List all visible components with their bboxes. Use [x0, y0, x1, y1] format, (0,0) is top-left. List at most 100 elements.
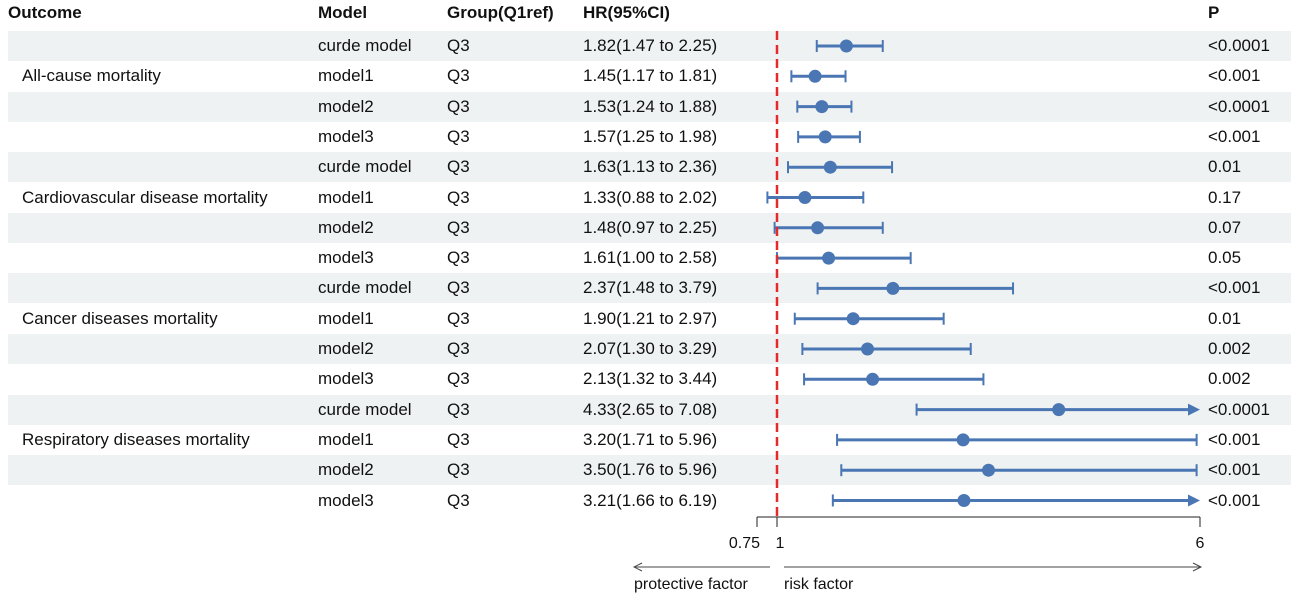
hr-point [956, 433, 970, 447]
hr-point [886, 281, 900, 295]
p-value: <0.001 [1208, 278, 1261, 298]
table-row [8, 212, 1291, 243]
risk-factor-label: risk factor [784, 576, 854, 593]
group-label: Q3 [447, 217, 470, 237]
group-label: Q3 [447, 96, 470, 116]
p-value: <0.0001 [1208, 36, 1270, 55]
p-value: <0.0001 [1208, 399, 1270, 419]
table-row [8, 334, 1291, 364]
group-label: Q3 [447, 339, 470, 358]
model-label: curde model [318, 399, 412, 419]
group-label: Q3 [447, 460, 470, 480]
model-label: model1 [318, 429, 374, 449]
model-label: curde model [318, 157, 412, 177]
hr-point [861, 342, 875, 356]
header-hr: HR(95%CI) [583, 3, 670, 22]
model-label: model3 [318, 126, 374, 146]
group-label: Q3 [447, 187, 470, 207]
group-label: Q3 [447, 399, 470, 419]
hr-ci-label: 2.13(1.32 to 3.44) [583, 369, 718, 389]
hr-point [846, 312, 860, 326]
model-label: model3 [318, 369, 374, 389]
ci-arrow [1188, 403, 1200, 416]
group-label: Q3 [447, 66, 470, 86]
hr-ci-label: 1.63(1.13 to 2.36) [583, 157, 718, 177]
model-label: model2 [318, 217, 374, 237]
hr-point [982, 463, 995, 477]
p-value: <0.001 [1208, 66, 1261, 86]
risk-arrowhead [1192, 562, 1203, 572]
ci-arrow [1188, 494, 1200, 507]
table-row [8, 152, 1291, 183]
hr-ci-label: 1.57(1.25 to 1.98) [583, 126, 718, 146]
hr-point [839, 39, 853, 53]
group-label: Q3 [447, 157, 470, 177]
p-value: 0.01 [1208, 308, 1242, 328]
protective-arrowhead [632, 562, 643, 572]
hr-point [815, 100, 829, 114]
hr-ci-label: 3.20(1.71 to 5.96) [583, 429, 718, 449]
hr-ci-label: 3.21(1.66 to 6.19) [583, 490, 718, 510]
outcome-label: Respiratory diseases mortality [22, 429, 250, 449]
hr-point [822, 251, 836, 265]
model-label: model1 [318, 66, 374, 86]
hr-point [957, 494, 971, 507]
model-label: model2 [318, 96, 374, 116]
p-value: <0.001 [1208, 126, 1261, 146]
outcome-label: All-cause mortality [22, 66, 161, 86]
header-p: P [1208, 3, 1220, 22]
model-label: curde model [318, 278, 412, 298]
hr-ci-label: 1.48(0.97 to 2.25) [583, 217, 718, 237]
x-tick-label: 0.75 [729, 535, 760, 552]
hr-point [1052, 403, 1066, 417]
hr-point [798, 191, 812, 204]
hr-ci-label: 4.33(2.65 to 7.08) [583, 399, 718, 419]
hr-ci-label: 3.50(1.76 to 5.96) [583, 460, 718, 480]
outcome-label: Cardiovascular disease mortality [22, 187, 268, 207]
protective-factor-label: protective factor [634, 576, 749, 593]
p-value: 0.05 [1208, 248, 1242, 268]
header-outcome: Outcome [8, 3, 82, 22]
p-value: 0.002 [1208, 369, 1251, 389]
hr-ci-label: 1.82(1.47 to 2.25) [583, 36, 718, 55]
outcome-label: Cancer diseases mortality [22, 308, 218, 328]
hr-point [866, 372, 880, 386]
p-value: 0.07 [1208, 217, 1242, 237]
header-model: Model [318, 3, 368, 22]
group-label: Q3 [447, 490, 470, 510]
hr-point [811, 221, 825, 235]
hr-ci-label: 1.90(1.21 to 2.97) [583, 308, 718, 328]
model-label: model3 [318, 490, 374, 510]
model-label: model1 [318, 308, 374, 328]
header-group: Group(Q1ref) [447, 3, 554, 22]
group-label: Q3 [447, 248, 470, 268]
hr-ci-label: 1.61(1.00 to 2.58) [583, 248, 718, 268]
hr-ci-label: 2.07(1.30 to 3.29) [583, 339, 718, 358]
group-label: Q3 [447, 369, 470, 389]
p-value: 0.002 [1208, 339, 1251, 358]
p-value: <0.001 [1208, 429, 1261, 449]
model-label: model3 [318, 248, 374, 268]
p-value: <0.0001 [1208, 96, 1270, 116]
table-row [8, 273, 1291, 304]
model-label: curde model [318, 36, 412, 55]
hr-point [823, 160, 837, 174]
hr-ci-label: 1.53(1.24 to 1.88) [583, 96, 718, 116]
model-label: model1 [318, 187, 374, 207]
x-tick-label: 1 [776, 535, 785, 552]
model-label: model2 [318, 460, 374, 480]
group-label: Q3 [447, 308, 470, 328]
p-value: 0.17 [1208, 187, 1242, 207]
model-label: model2 [318, 339, 374, 358]
hr-point [808, 69, 822, 83]
p-value: 0.01 [1208, 157, 1242, 177]
hr-ci-label: 2.37(1.48 to 3.79) [583, 278, 718, 298]
group-label: Q3 [447, 278, 470, 298]
hr-point [818, 130, 832, 144]
hr-ci-label: 1.33(0.88 to 2.02) [583, 187, 718, 207]
x-tick-label: 6 [1196, 535, 1205, 552]
table-row [8, 91, 1291, 122]
group-label: Q3 [447, 429, 470, 449]
p-value: <0.001 [1208, 490, 1261, 510]
